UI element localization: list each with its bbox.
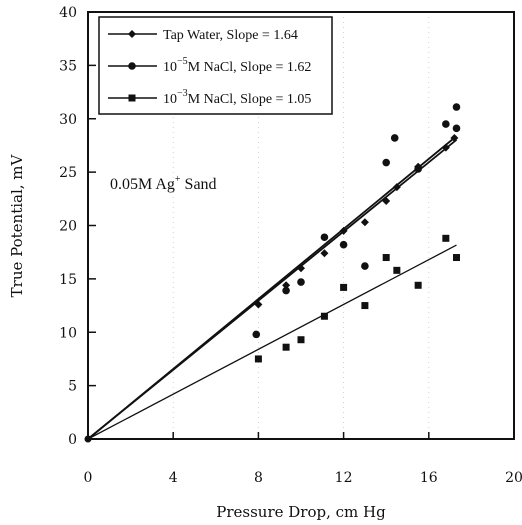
data-point-series-2 <box>252 330 261 339</box>
x-tick-label: 8 <box>254 470 263 486</box>
y-tick-label: 30 <box>59 112 77 128</box>
data-point-series-2 <box>320 233 329 242</box>
y-tick-label: 15 <box>59 272 77 288</box>
data-point-series-3 <box>282 343 290 351</box>
origin-point <box>84 435 92 443</box>
y-tick-labels: 0 5 10 15 20 25 30 35 40 <box>59 5 77 448</box>
legend-marker <box>128 30 136 38</box>
data-point-series-1 <box>320 249 329 258</box>
data-point-series-3 <box>382 254 390 262</box>
data-point-series-1 <box>360 218 369 227</box>
legend: Tap Water, Slope = 1.64 10−5M NaCl, Slope… <box>98 16 333 115</box>
data-point-series-2 <box>414 165 422 173</box>
data-point-series-1 <box>441 143 450 152</box>
data-point-series-1 <box>297 264 305 273</box>
data-point-series-2 <box>442 120 450 128</box>
data-point-series-3 <box>452 254 460 262</box>
legend-label: 10−3M NaCl, Slope = 1.05 <box>163 88 311 107</box>
data-point-series-2 <box>452 103 461 111</box>
sample-annotation: 0.05M Ag+ Sand <box>110 174 217 193</box>
data-point-series-1 <box>254 300 263 309</box>
y-tick-label: 25 <box>59 165 77 181</box>
data-point-series-3 <box>340 283 348 291</box>
fit-line-3 <box>87 244 457 440</box>
y-tick-label: 20 <box>59 219 77 235</box>
x-axis-title: Pressure Drop, cm Hg <box>216 503 386 521</box>
data-point-series-1 <box>450 133 459 142</box>
y-tick-label: 35 <box>59 58 77 74</box>
y-tick-label: 5 <box>68 379 77 395</box>
data-point-series-2 <box>339 240 348 249</box>
legend-marker <box>128 94 136 102</box>
x-tick-label: 0 <box>84 470 93 486</box>
legend-label: 10−5M NaCl, Slope = 1.62 <box>163 56 311 75</box>
data-point-series-2 <box>390 134 399 142</box>
data-point-series-3 <box>414 281 422 289</box>
data-point-series-2 <box>361 262 369 270</box>
x-tick-label: 20 <box>505 470 522 486</box>
x-tick-label: 16 <box>420 470 438 486</box>
y-axis-title: True Potential, mV <box>8 153 26 297</box>
data-point-series-2 <box>382 158 391 167</box>
legend-label: Tap Water, Slope = 1.64 <box>163 28 298 43</box>
data-point-series-3 <box>393 266 401 274</box>
data-point-series-3 <box>442 234 450 242</box>
data-point-series-1 <box>339 226 348 235</box>
data-point-series-2 <box>297 278 305 286</box>
legend-marker <box>128 62 136 70</box>
axis-ticks <box>87 11 515 440</box>
x-tick-label: 4 <box>169 470 178 486</box>
fit-line-2 <box>87 139 458 440</box>
data-point-series-1 <box>282 281 291 290</box>
data-points <box>84 103 461 443</box>
y-tick-label: 0 <box>68 432 77 448</box>
data-point-series-1 <box>382 196 391 205</box>
data-point-series-3 <box>254 355 262 363</box>
data-point-series-3 <box>320 312 328 320</box>
data-point-series-2 <box>282 286 290 295</box>
data-point-series-3 <box>297 336 305 344</box>
data-point-series-2 <box>452 124 461 133</box>
y-tick-label: 40 <box>59 5 77 21</box>
y-tick-label: 10 <box>59 325 77 341</box>
data-point-series-1 <box>392 183 401 192</box>
data-point-series-3 <box>361 302 369 310</box>
x-tick-label: 12 <box>335 470 353 486</box>
x-tick-labels: 0 4 8 12 16 20 <box>84 470 522 486</box>
